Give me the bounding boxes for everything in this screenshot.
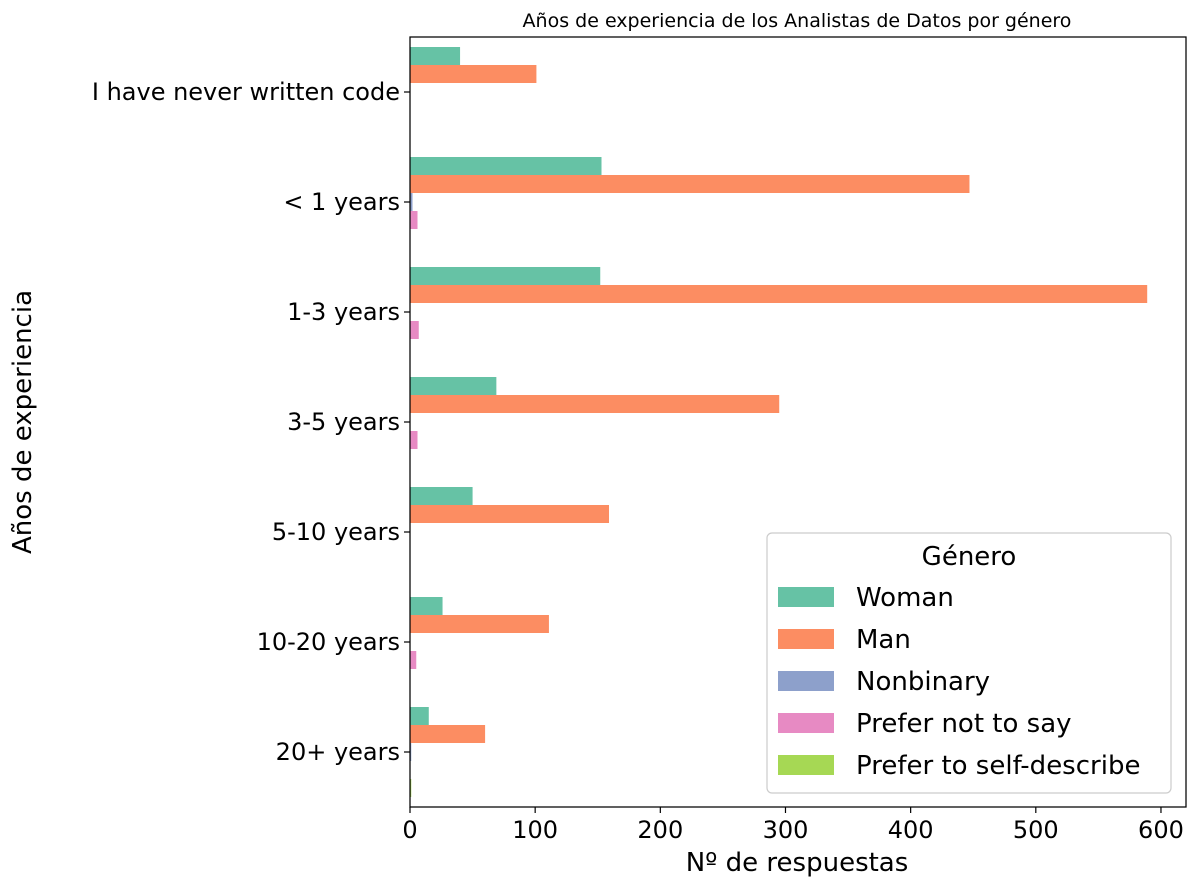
bar-man-3	[410, 395, 780, 413]
bar-woman-3	[410, 377, 497, 395]
bar-woman-6	[410, 707, 429, 725]
legend-label-4: Prefer to self-describe	[856, 751, 1140, 781]
bar-woman-2	[410, 267, 601, 285]
x-tick-label-6: 600	[1138, 816, 1184, 844]
legend-label-1: Man	[856, 625, 911, 655]
bar-prefer-not-to-say-1	[410, 211, 418, 229]
legend: Género Woman Man Nonbinary Prefer not to sa…	[766, 532, 1172, 794]
y-tick-label-6: 20+ years	[276, 738, 400, 766]
legend-label-3: Prefer not to say	[856, 709, 1072, 739]
x-ticks: 0 100 200 300 400 500 600	[402, 807, 1184, 844]
x-tick-label-1: 100	[512, 816, 558, 844]
x-tick-label-5: 500	[1013, 816, 1059, 844]
x-tick-label-2: 200	[637, 816, 683, 844]
x-tick-label-3: 300	[763, 816, 809, 844]
y-tick-label-5: 10-20 years	[257, 628, 400, 656]
bar-prefer-to-self-describe-6	[410, 779, 412, 797]
bar-man-2	[410, 285, 1148, 303]
legend-swatch-1	[778, 629, 834, 649]
x-tick-label-4: 400	[888, 816, 934, 844]
bar-nonbinary-6	[410, 743, 412, 761]
legend-swatch-4	[778, 755, 834, 775]
bar-prefer-not-to-say-2	[410, 321, 419, 339]
y-tick-label-1: < 1 years	[283, 188, 400, 216]
bar-woman-0	[410, 47, 461, 65]
y-tick-label-0: I have never written code	[92, 78, 400, 106]
bar-man-1	[410, 175, 970, 193]
bar-prefer-not-to-say-3	[410, 431, 418, 449]
y-tick-label-3: 3-5 years	[287, 408, 400, 436]
bar-prefer-not-to-say-5	[410, 651, 417, 669]
legend-title: Género	[922, 542, 1017, 572]
legend-swatch-2	[778, 671, 834, 691]
legend-items: Woman Man Nonbinary Prefer not to say Prefer…	[778, 583, 1140, 781]
bar-man-4	[410, 505, 610, 523]
legend-label-2: Nonbinary	[856, 667, 990, 697]
y-axis-title: Años de experiencia	[8, 290, 38, 554]
bar-nonbinary-1	[410, 193, 413, 211]
x-tick-label-0: 0	[402, 816, 417, 844]
legend-swatch-3	[778, 713, 834, 733]
bar-man-5	[410, 615, 549, 633]
x-axis-title: Nº de respuestas	[686, 848, 909, 878]
legend-label-0: Woman	[856, 583, 954, 613]
bar-woman-1	[410, 157, 602, 175]
chart-title: Años de experiencia de los Analistas de …	[523, 10, 1072, 32]
bar-woman-4	[410, 487, 473, 505]
y-ticks: I have never written code < 1 years 1-3 ye…	[92, 78, 410, 766]
bar-man-0	[410, 65, 537, 83]
bar-man-6	[410, 725, 486, 743]
y-tick-label-4: 5-10 years	[272, 518, 400, 546]
legend-frame	[766, 532, 1172, 794]
bar-woman-5	[410, 597, 443, 615]
legend-swatch-0	[778, 587, 834, 607]
bars-layer	[410, 47, 1148, 797]
y-tick-label-2: 1-3 years	[287, 298, 400, 326]
